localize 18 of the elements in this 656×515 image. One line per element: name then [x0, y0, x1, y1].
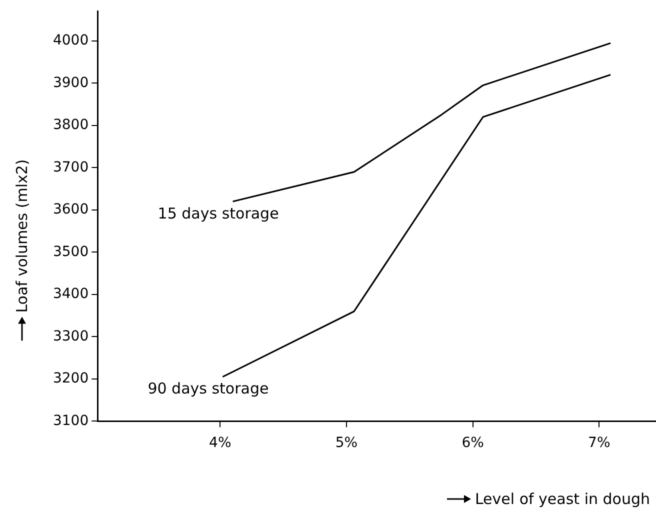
y-tick-label: 3300 — [52, 328, 89, 344]
y-tick-label: 4000 — [52, 32, 89, 49]
x-tick-label: 5% — [335, 435, 358, 452]
x-tick-label: 4% — [209, 435, 232, 452]
x-tick-label: 6% — [462, 435, 484, 452]
y-tick-label: 3700 — [52, 159, 89, 176]
y-tick-label: 3500 — [52, 244, 89, 260]
y-tick-label: 3200 — [52, 370, 89, 387]
y-tick-label: 3400 — [52, 286, 89, 302]
x-axis-title: Level of yeast in dough — [474, 490, 650, 508]
y-axis-title: Loaf volumes (mlx2) — [13, 159, 31, 313]
series-label: 15 days storage — [158, 204, 279, 222]
y-tick-label: 3100 — [52, 412, 89, 429]
y-tick-label: 3800 — [52, 117, 89, 134]
y-tick-label: 3900 — [52, 74, 89, 91]
y-tick-label: 3600 — [52, 202, 89, 218]
series-label: 90 days storage — [148, 380, 269, 398]
x-tick-label: 7% — [588, 435, 610, 452]
